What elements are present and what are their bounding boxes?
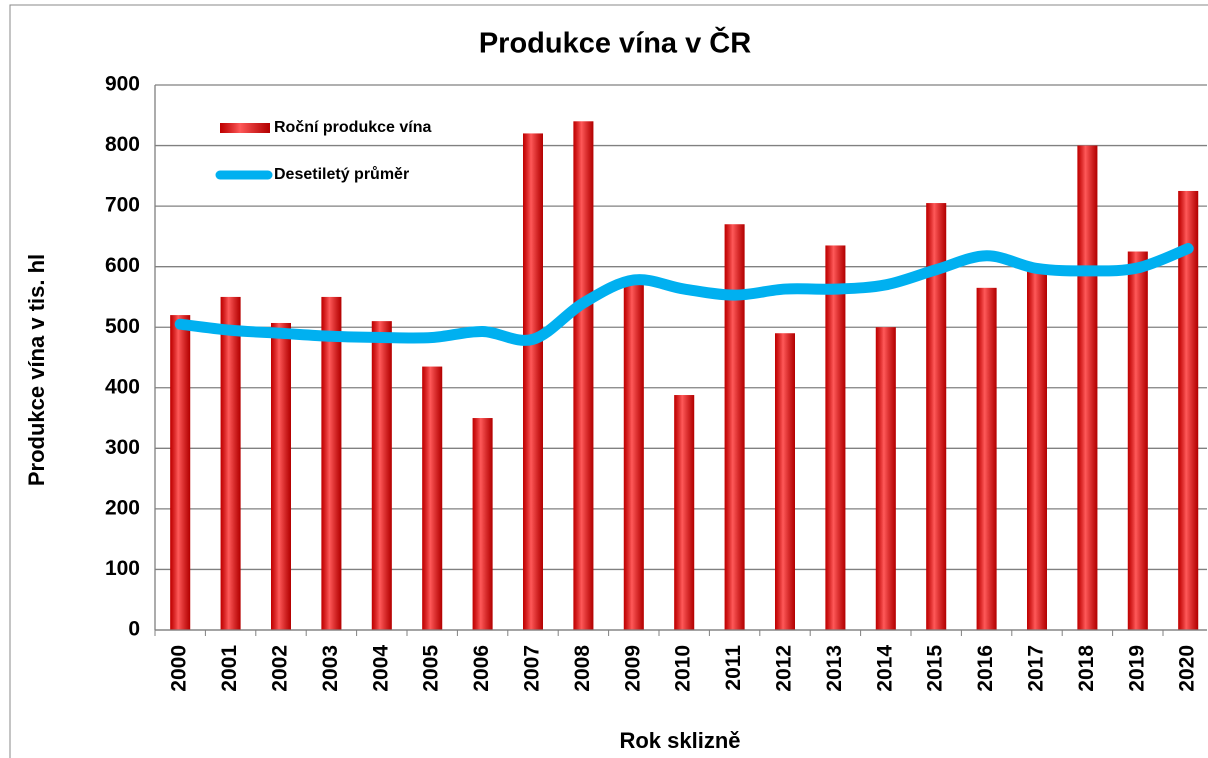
x-tick-label: 2003 <box>319 645 342 692</box>
bar-shine <box>573 121 594 630</box>
bar-shine <box>724 224 745 630</box>
y-tick-label: 800 <box>105 133 140 156</box>
y-tick-label: 900 <box>105 73 140 96</box>
bar-shine <box>1178 190 1199 630</box>
x-tick-label: 2019 <box>1125 645 1148 692</box>
bar-shine <box>976 287 997 630</box>
x-tick-label: 2018 <box>1075 645 1098 692</box>
bar-shine <box>170 315 191 630</box>
x-tick-label: 2000 <box>168 645 191 692</box>
y-tick-label: 500 <box>105 315 140 338</box>
bar-shine <box>472 418 493 630</box>
y-tick-label: 700 <box>105 194 140 217</box>
x-tick-label: 2016 <box>974 645 997 692</box>
x-tick-label: 2010 <box>672 645 695 692</box>
bar-shine <box>825 245 846 630</box>
bar-shine <box>623 284 644 630</box>
bar-shine <box>422 366 443 630</box>
x-tick-label: 2006 <box>470 645 493 692</box>
x-tick-label: 2020 <box>1176 645 1199 692</box>
x-tick-label: 2008 <box>571 645 594 692</box>
legend-label: Desetiletý průměr <box>274 166 409 183</box>
y-tick-label: 100 <box>105 557 140 580</box>
bar-shine <box>674 395 695 630</box>
x-tick-label: 2015 <box>924 645 947 692</box>
x-tick-label: 2002 <box>269 645 292 692</box>
y-tick-label: 0 <box>128 618 140 641</box>
x-tick-label: 2014 <box>873 645 896 692</box>
x-tick-label: 2004 <box>369 645 392 692</box>
bar-shine <box>1127 251 1148 630</box>
bar-shine <box>220 296 241 630</box>
bar-shine <box>1027 269 1047 630</box>
x-tick-label: 2007 <box>521 645 544 692</box>
x-tick-label: 2017 <box>1025 645 1048 692</box>
bar-shine <box>1077 145 1098 631</box>
x-tick-label: 2012 <box>773 645 796 692</box>
bar-shine <box>775 333 795 630</box>
bar-shine <box>321 296 342 630</box>
x-axis-title: Rok sklizně <box>619 728 740 753</box>
legend-label: Roční produkce vína <box>274 119 431 136</box>
y-axis-title: Produkce vína v tis. hl <box>24 254 49 486</box>
bar-shine <box>523 133 543 630</box>
bar-shine <box>875 327 896 630</box>
y-tick-label: 300 <box>105 436 140 459</box>
x-tick-label: 2001 <box>218 645 241 692</box>
x-tick-label: 2009 <box>621 645 644 692</box>
bar-shine <box>271 322 291 630</box>
x-tick-label: 2011 <box>722 645 745 691</box>
bar-shine <box>926 203 947 631</box>
legend-swatch-shine <box>220 123 270 133</box>
x-tick-label: 2013 <box>823 645 846 692</box>
y-tick-label: 400 <box>105 375 140 398</box>
chart-title: Produkce vína v ČR <box>479 26 751 60</box>
average-line <box>174 243 1194 346</box>
y-tick-label: 200 <box>105 496 140 519</box>
x-tick-label: 2005 <box>420 645 443 692</box>
bar-shine <box>371 321 392 630</box>
y-tick-label: 600 <box>105 254 140 277</box>
